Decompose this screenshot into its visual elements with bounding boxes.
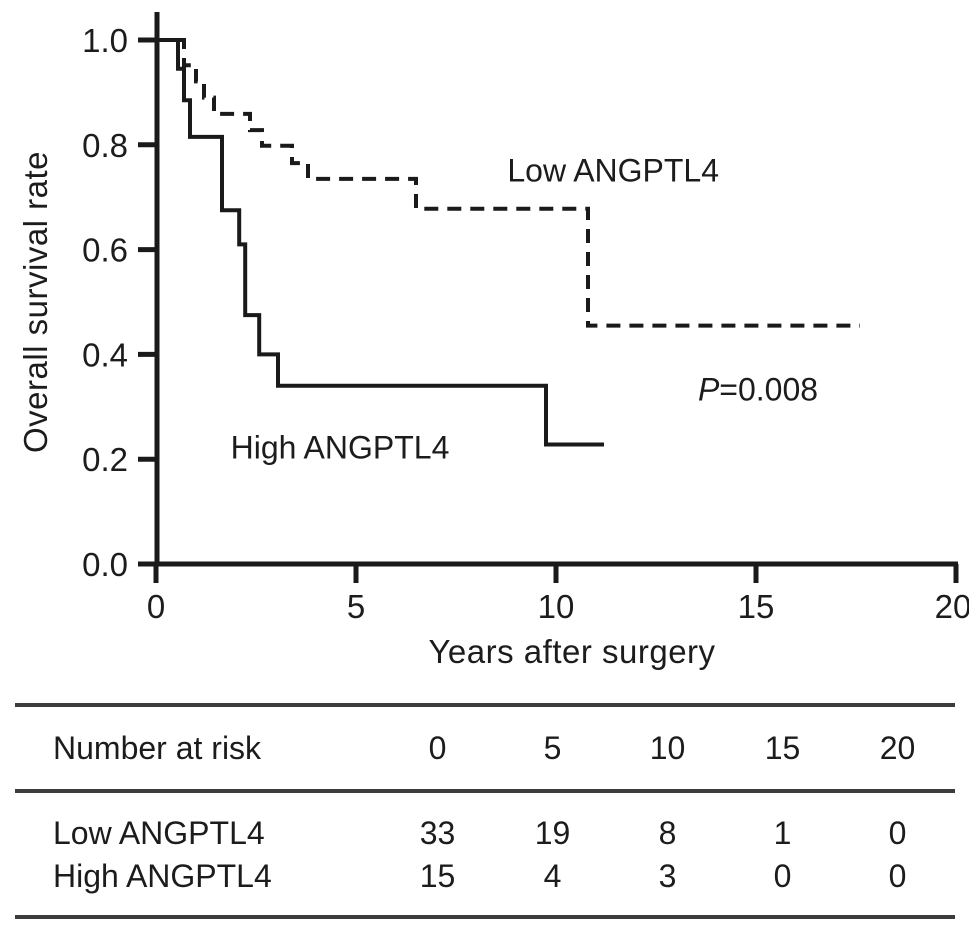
risk-count-low: 0 (888, 814, 907, 851)
risk-count-low: 1 (773, 814, 792, 851)
x-axis-title: Years after surgery (428, 633, 716, 670)
high-angptl4-curve-label: High ANGPTL4 (230, 429, 450, 466)
table-rule-bottom (15, 915, 955, 919)
x-tick-label: 15 (738, 588, 775, 625)
risk-row-label: Low ANGPTL4 (53, 814, 265, 851)
high-angptl4-curve (156, 38, 604, 447)
risk-table-header-row: Number at risk 0 5 10 15 20 (15, 713, 955, 783)
x-tick-label: 10 (538, 588, 575, 625)
risk-count-high: 0 (773, 857, 792, 894)
table-rule-top (15, 703, 955, 707)
y-axis-title: Overall survival rate (17, 150, 54, 454)
risk-time-point: 20 (879, 729, 916, 766)
risk-count-low: 19 (534, 814, 571, 851)
y-tick-label: 0.8 (82, 127, 128, 164)
risk-table-header-label: Number at risk (53, 729, 262, 766)
risk-table-row-high: High ANGPTL4 15 4 3 0 0 (15, 853, 955, 899)
survival-curves (156, 38, 860, 447)
p-value-symbol: P (697, 371, 720, 408)
x-tick-label: 0 (147, 588, 165, 625)
x-axis-ticks: 0 5 10 15 20 (147, 564, 969, 625)
y-tick-label: 0.2 (82, 441, 128, 478)
number-at-risk-table: Number at risk 0 5 10 15 20 Low ANGPTL4 33 19… (15, 703, 955, 919)
y-axis-ticks: 1.0 0.8 0.6 0.4 0.2 0.0 (82, 22, 157, 583)
y-tick-label: 0.6 (82, 232, 128, 269)
table-rule-middle (15, 789, 955, 793)
risk-time-point: 5 (543, 729, 562, 766)
x-tick-label: 20 (935, 588, 969, 625)
risk-time-point: 15 (764, 729, 801, 766)
risk-count-low: 8 (658, 814, 677, 851)
risk-count-high: 4 (543, 857, 562, 894)
risk-table-row-low: Low ANGPTL4 33 19 8 1 0 (15, 810, 955, 856)
low-angptl4-curve (156, 38, 860, 328)
y-tick-label: 0.4 (82, 336, 128, 373)
p-value-number: =0.008 (719, 371, 819, 408)
risk-count-high: 0 (888, 857, 907, 894)
risk-row-label: High ANGPTL4 (53, 857, 272, 894)
y-tick-label: 1.0 (82, 22, 128, 59)
km-plot: 1.0 0.8 0.6 0.4 0.2 0.0 0 5 10 15 20 (82, 12, 969, 625)
p-value-annotation: P=0.008 (698, 372, 818, 409)
x-tick-label: 5 (347, 588, 365, 625)
risk-count-low: 33 (419, 814, 456, 851)
y-tick-label: 0.0 (82, 546, 128, 583)
low-angptl4-curve-label: Low ANGPTL4 (507, 152, 720, 189)
risk-count-high: 3 (658, 857, 677, 894)
risk-time-point: 0 (428, 729, 447, 766)
risk-count-high: 15 (419, 857, 456, 894)
risk-time-point: 10 (649, 729, 686, 766)
